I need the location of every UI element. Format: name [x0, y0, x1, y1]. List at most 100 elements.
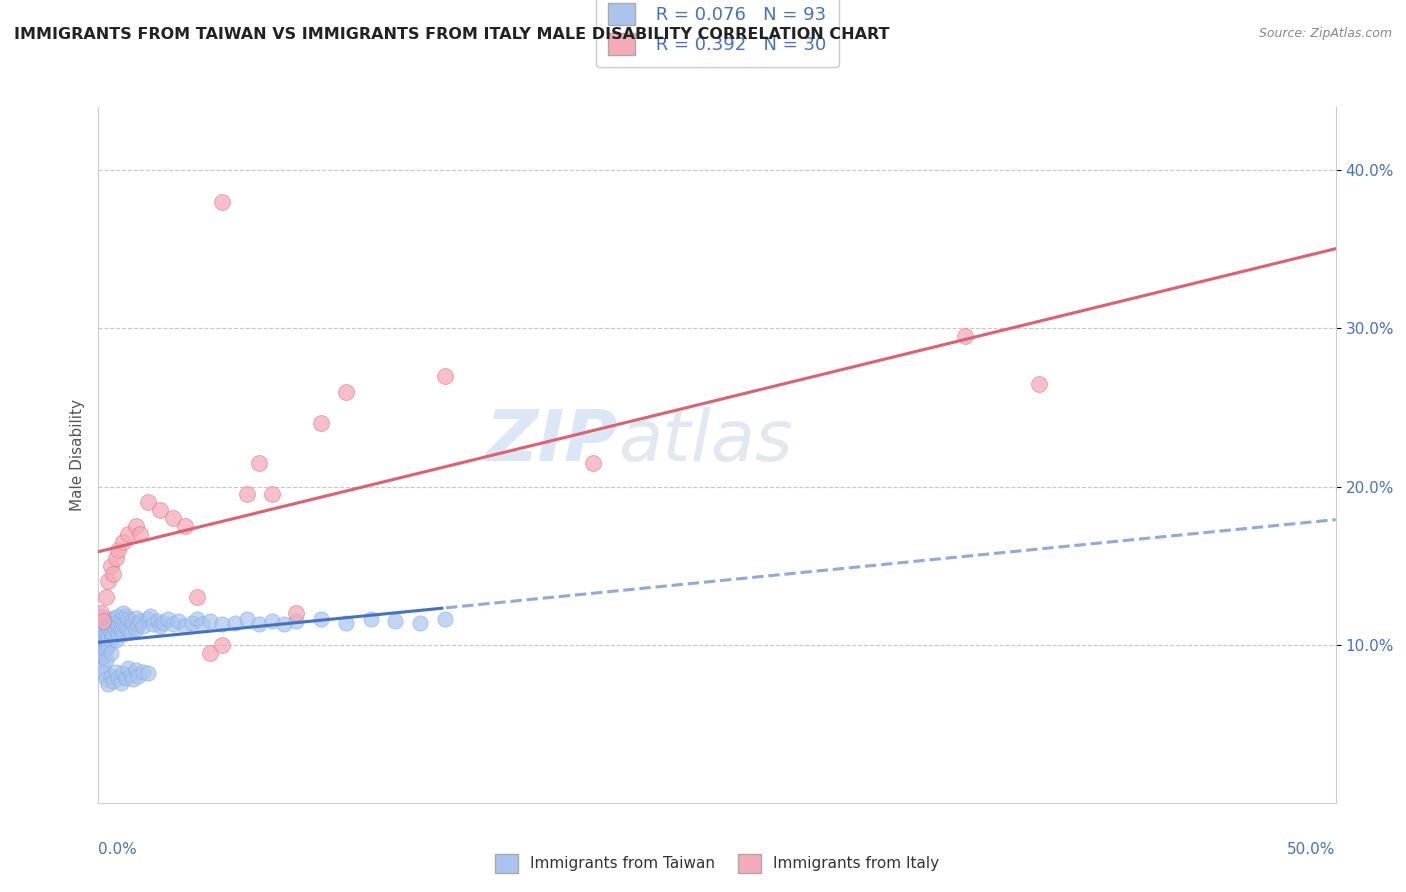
Point	[236, 612, 259, 626]
Point	[104, 632, 127, 647]
Point	[100, 558, 122, 573]
Point	[107, 626, 129, 640]
Point	[94, 591, 117, 605]
Point	[114, 609, 136, 624]
Point	[129, 527, 152, 541]
Point	[97, 622, 120, 636]
Point	[90, 618, 112, 632]
Point	[136, 495, 159, 509]
Point	[127, 669, 149, 683]
Point	[186, 591, 208, 605]
Point	[211, 194, 233, 209]
Point	[136, 612, 159, 626]
Point	[97, 677, 120, 691]
Point	[384, 614, 406, 628]
Point	[112, 534, 135, 549]
Point	[127, 617, 149, 632]
Point	[90, 609, 112, 624]
Point	[335, 384, 357, 399]
Point	[90, 606, 112, 620]
Text: 50.0%: 50.0%	[1288, 842, 1336, 857]
Point	[117, 612, 139, 626]
Point	[90, 640, 112, 655]
Point	[97, 612, 120, 626]
Point	[97, 574, 120, 589]
Point	[110, 622, 132, 636]
Point	[122, 673, 145, 687]
Point	[124, 622, 146, 636]
Point	[285, 606, 308, 620]
Point	[97, 639, 120, 653]
Text: Source: ZipAtlas.com: Source: ZipAtlas.com	[1258, 27, 1392, 40]
Point	[117, 661, 139, 675]
Point	[129, 614, 152, 628]
Point	[174, 618, 197, 632]
Point	[94, 634, 117, 648]
Point	[433, 612, 456, 626]
Point	[122, 617, 145, 632]
Point	[93, 650, 115, 665]
Point	[110, 675, 132, 690]
Point	[211, 617, 233, 632]
Point	[112, 606, 135, 620]
Point	[120, 614, 142, 628]
Y-axis label: Male Disability: Male Disability	[69, 399, 84, 511]
Point	[117, 527, 139, 541]
Point	[100, 646, 122, 660]
Point	[100, 625, 122, 640]
Point	[120, 625, 142, 640]
Point	[114, 671, 136, 685]
Point	[309, 612, 332, 626]
Point	[93, 660, 115, 674]
Point	[93, 614, 115, 628]
Point	[174, 519, 197, 533]
Point	[285, 614, 308, 628]
Point	[97, 630, 120, 644]
Point	[100, 632, 122, 647]
Point	[198, 646, 221, 660]
Point	[107, 671, 129, 685]
Point	[142, 617, 165, 632]
Point	[93, 632, 115, 646]
Point	[260, 487, 283, 501]
Point	[953, 329, 976, 343]
Point	[360, 612, 382, 626]
Point	[94, 642, 117, 657]
Point	[335, 615, 357, 630]
Point	[93, 622, 115, 636]
Point	[100, 615, 122, 630]
Point	[107, 618, 129, 632]
Point	[103, 628, 125, 642]
Point	[94, 617, 117, 632]
Point	[110, 612, 132, 626]
Point	[93, 666, 115, 681]
Point	[94, 626, 117, 640]
Legend: Immigrants from Taiwan, Immigrants from Italy: Immigrants from Taiwan, Immigrants from …	[489, 847, 945, 879]
Point	[191, 617, 214, 632]
Point	[309, 417, 332, 431]
Point	[409, 615, 432, 630]
Point	[104, 550, 127, 565]
Point	[103, 618, 125, 632]
Point	[112, 617, 135, 632]
Point	[93, 640, 115, 655]
Point	[224, 615, 246, 630]
Text: ZIP: ZIP	[486, 407, 619, 475]
Point	[582, 456, 605, 470]
Point	[114, 620, 136, 634]
Point	[104, 665, 127, 679]
Text: atlas: atlas	[619, 407, 793, 475]
Point	[247, 617, 270, 632]
Point	[117, 624, 139, 638]
Point	[124, 611, 146, 625]
Point	[124, 663, 146, 677]
Point	[149, 618, 172, 632]
Point	[104, 624, 127, 638]
Point	[107, 609, 129, 624]
Text: IMMIGRANTS FROM TAIWAN VS IMMIGRANTS FROM ITALY MALE DISABILITY CORRELATION CHAR: IMMIGRANTS FROM TAIWAN VS IMMIGRANTS FRO…	[14, 27, 890, 42]
Point	[132, 665, 155, 679]
Point	[104, 614, 127, 628]
Point	[139, 609, 162, 624]
Point	[247, 456, 270, 470]
Point	[132, 618, 155, 632]
